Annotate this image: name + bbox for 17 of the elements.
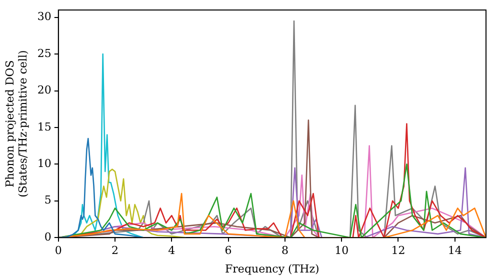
x-tick-label: 0 (54, 244, 62, 258)
y-tick-label: 25 (37, 46, 52, 60)
x-tick-label: 8 (281, 244, 288, 258)
x-tick-label: 2 (112, 244, 119, 258)
x-tick-label: 10 (334, 244, 349, 258)
x-tick-label: 14 (448, 244, 462, 258)
x-axis-title: Frequency (THz) (225, 262, 320, 276)
y-tick-label: 5 (44, 194, 52, 207)
y-tick-label: 0 (44, 230, 52, 244)
x-tick-label: 6 (224, 244, 232, 258)
x-tick-label: 12 (391, 244, 406, 258)
y-tick-label: 30 (37, 10, 52, 24)
y-tick-label: 15 (37, 120, 52, 134)
y-tick-label: 20 (37, 84, 52, 97)
y-axis-title: Phonon projected DOS (States/THz·primitive cell) (3, 50, 30, 198)
y-tick-label: 10 (37, 157, 52, 170)
x-tick-label: 4 (168, 244, 176, 258)
